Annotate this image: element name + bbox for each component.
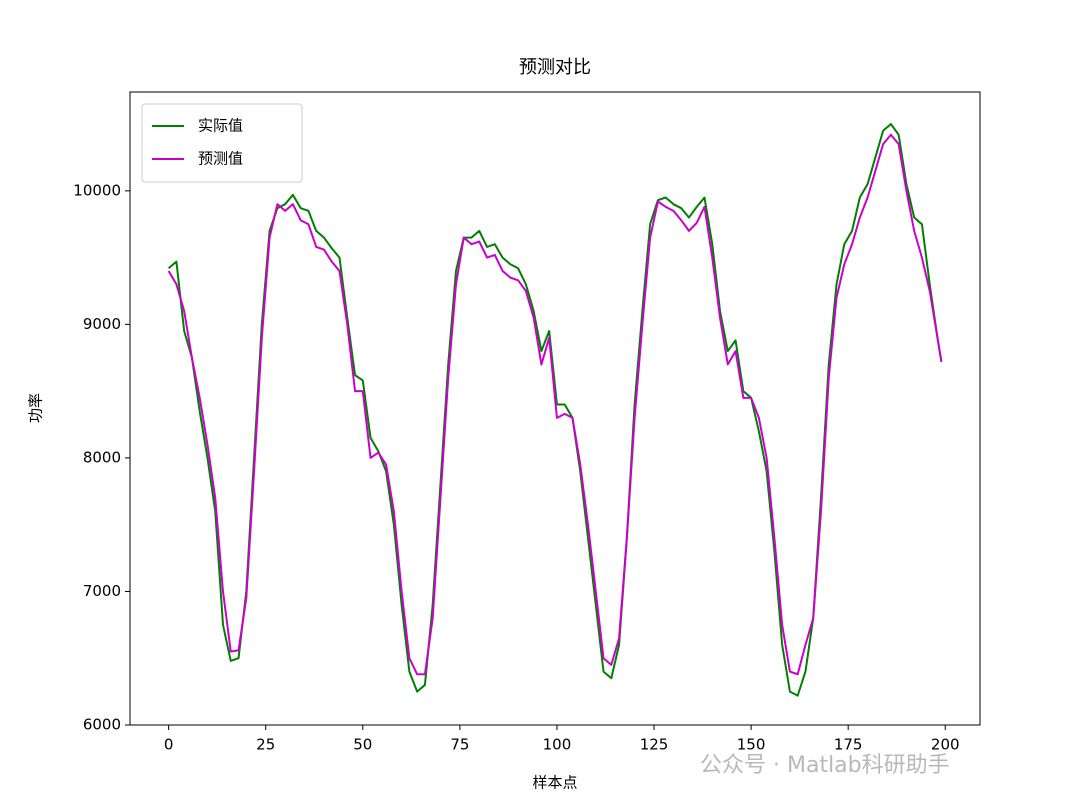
x-tick-label: 0	[164, 736, 174, 754]
x-tick-label: 125	[640, 736, 669, 754]
watermark: 公众号 · Matlab科研助手	[700, 753, 950, 778]
y-axis-label: 功率	[27, 393, 45, 423]
x-tick-label: 100	[543, 736, 572, 754]
y-tick-label: 9000	[83, 315, 121, 333]
y-tick-label: 6000	[83, 716, 121, 734]
plot-frame	[129, 91, 981, 726]
x-tick-label: 175	[834, 736, 863, 754]
legend-label: 预测值	[198, 150, 243, 168]
x-tick-label: 150	[737, 736, 766, 754]
x-tick-label: 50	[353, 736, 372, 754]
legend-box	[141, 103, 303, 183]
x-tick-label: 25	[256, 736, 275, 754]
y-tick-label: 10000	[73, 181, 121, 199]
y-tick-label: 8000	[83, 448, 121, 466]
y-tick-label: 7000	[83, 582, 121, 600]
legend-label: 实际值	[198, 117, 243, 135]
x-axis-label: 样本点	[532, 774, 577, 792]
x-tick-label: 75	[450, 736, 469, 754]
chart-title: 预测对比	[519, 57, 591, 78]
x-tick-label: 200	[931, 736, 960, 754]
data-line	[167, 133, 943, 676]
